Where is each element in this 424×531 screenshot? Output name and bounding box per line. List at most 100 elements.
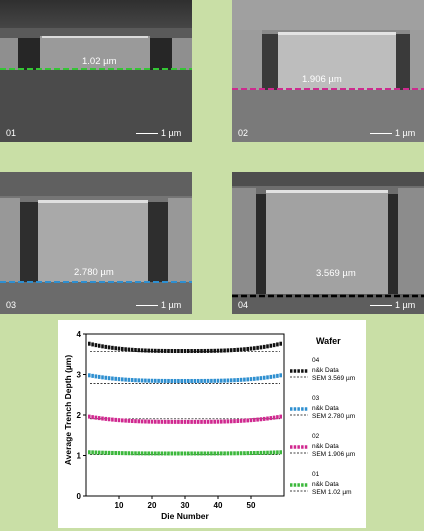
data-point	[266, 375, 269, 380]
data-point	[210, 378, 213, 383]
data-point	[124, 451, 127, 456]
data-point	[266, 416, 269, 421]
legend-series-name: n&k Data	[312, 367, 339, 374]
x-axis-label: Die Number	[161, 511, 209, 521]
data-point	[220, 348, 223, 353]
data-point	[167, 451, 170, 456]
data-point	[206, 451, 210, 456]
sem-panel-04: 3.569 µm 04 1 µm	[232, 172, 424, 314]
data-point	[183, 451, 187, 456]
data-point	[220, 419, 223, 424]
data-point	[256, 417, 259, 422]
legend-series-name: n&k Data	[312, 481, 339, 488]
data-point	[114, 417, 117, 422]
data-point	[190, 378, 193, 383]
data-point	[177, 349, 180, 354]
data-point	[233, 348, 236, 353]
data-point	[94, 374, 98, 379]
data-point	[127, 347, 131, 352]
x-tick-label: 40	[214, 501, 223, 510]
data-point	[130, 419, 134, 424]
data-point	[163, 419, 167, 424]
data-point	[269, 343, 273, 348]
scale-label: 1 µm	[161, 300, 182, 310]
data-point	[249, 418, 253, 423]
data-point	[97, 343, 101, 348]
data-point	[216, 419, 220, 424]
data-point	[262, 416, 266, 421]
data-point	[203, 419, 207, 424]
data-point	[91, 450, 94, 455]
data-point	[137, 378, 141, 383]
data-point	[150, 378, 154, 383]
data-point	[117, 377, 121, 382]
scale-label: 1 µm	[395, 300, 416, 310]
data-point	[187, 451, 190, 456]
panel-number: 01	[6, 128, 17, 138]
data-point	[88, 414, 91, 419]
data-point	[167, 419, 170, 424]
data-point	[200, 451, 203, 456]
data-point	[249, 377, 253, 382]
data-point	[157, 348, 160, 353]
data-point	[236, 378, 240, 383]
data-point	[124, 347, 127, 352]
legend-wafer-number: 02	[312, 433, 320, 440]
data-point	[259, 376, 263, 381]
data-point	[88, 373, 91, 378]
data-point	[272, 450, 276, 455]
data-point	[137, 451, 141, 456]
data-point	[111, 450, 114, 455]
data-point	[206, 348, 210, 353]
data-point	[167, 378, 170, 383]
data-point	[173, 451, 177, 456]
data-point	[114, 376, 117, 381]
data-point	[236, 347, 240, 352]
data-point	[226, 419, 230, 424]
data-point	[94, 343, 98, 348]
data-point	[104, 416, 108, 421]
y-tick-label: 3	[77, 371, 82, 380]
data-point	[154, 378, 157, 383]
data-point	[272, 374, 276, 379]
data-point	[213, 451, 216, 456]
data-point	[167, 348, 170, 353]
data-point	[157, 451, 160, 456]
data-point	[117, 418, 121, 423]
data-point	[104, 375, 108, 380]
data-point	[97, 416, 101, 421]
legend-sem-label: SEM 3.569 µm	[312, 375, 355, 382]
legend-sem-label: SEM 1.906 µm	[312, 451, 355, 458]
data-point	[170, 419, 174, 424]
data-point	[177, 451, 180, 456]
data-point	[180, 419, 183, 424]
sem-panel-01: 1.02 µm 01 1 µm	[0, 0, 192, 142]
data-point	[94, 450, 98, 455]
data-point	[210, 419, 213, 424]
scale-label: 1 µm	[395, 128, 416, 138]
data-point	[160, 419, 164, 424]
data-point	[229, 419, 233, 424]
data-point	[180, 349, 183, 354]
data-point	[140, 348, 144, 353]
y-tick-label: 4	[77, 330, 82, 339]
data-point	[111, 376, 114, 381]
data-point	[144, 419, 147, 424]
data-point	[97, 374, 101, 379]
data-point	[279, 373, 282, 378]
data-point	[233, 378, 236, 383]
panel-number: 03	[6, 300, 17, 310]
data-point	[206, 378, 210, 383]
legend-wafer-number: 03	[312, 395, 320, 402]
data-point	[163, 348, 167, 353]
data-point	[127, 418, 131, 423]
data-point	[246, 418, 249, 423]
legend-wafer-number: 01	[312, 471, 320, 478]
data-point	[226, 378, 230, 383]
data-point	[246, 346, 249, 351]
data-point	[157, 378, 160, 383]
data-point	[236, 419, 240, 424]
data-point	[121, 377, 124, 382]
data-point	[269, 374, 273, 379]
x-tick-label: 20	[148, 501, 157, 510]
